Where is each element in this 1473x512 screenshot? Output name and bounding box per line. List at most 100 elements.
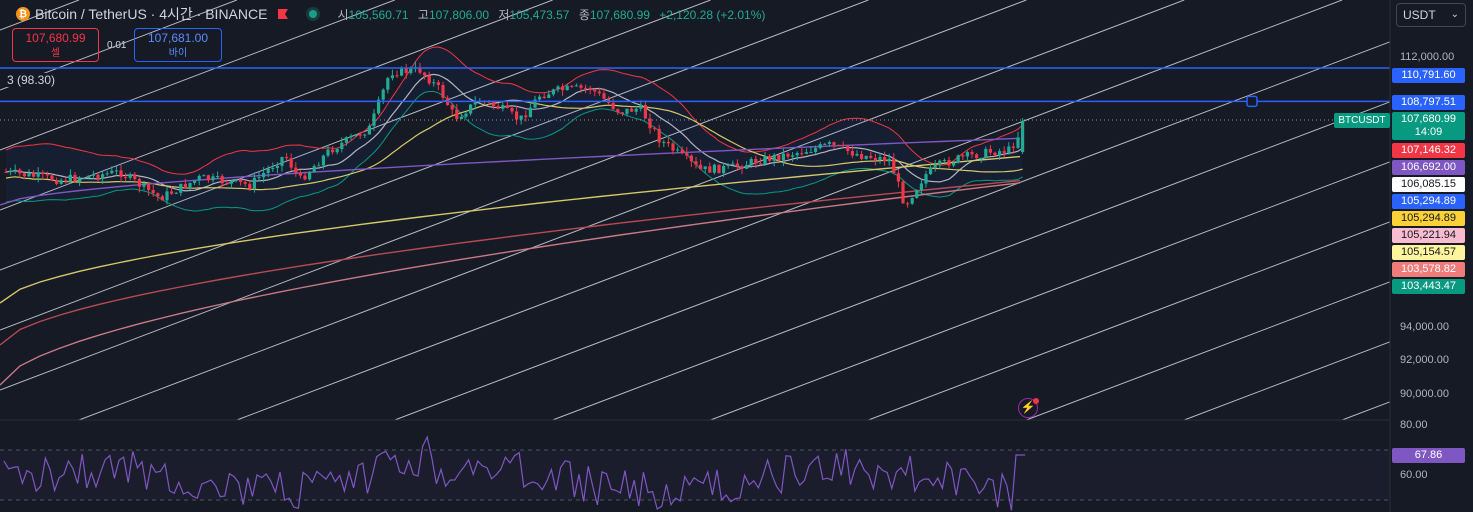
candle-body <box>432 82 436 84</box>
candle-body <box>156 193 160 197</box>
candle-body <box>271 168 275 170</box>
candle-body <box>354 134 358 137</box>
change-value: +2,120.28 (+2.01%) <box>659 7 766 22</box>
candle-body <box>220 176 224 184</box>
candle-body <box>404 67 408 73</box>
sell-label: 셀 <box>50 48 61 59</box>
candle-body <box>275 165 279 169</box>
candle-body <box>565 85 569 91</box>
ma-yellow-long-line <box>0 155 1021 304</box>
candle-body <box>239 179 243 182</box>
symbol-title[interactable]: Bitcoin / TetherUS · 4시간 · BINANCE <box>35 6 268 22</box>
price-tick: 90,000.00 <box>1400 388 1449 400</box>
candle-body <box>781 153 785 161</box>
currency-select[interactable]: USDT ⌄ <box>1396 3 1466 27</box>
high-label: 고 <box>417 7 429 22</box>
channel-level-tag[interactable]: 3 (98.30) <box>4 73 59 87</box>
candle-body <box>64 180 68 182</box>
candle-body <box>87 175 91 179</box>
lightning-icon[interactable]: ⚡ <box>1018 398 1038 418</box>
candle-body <box>883 157 887 162</box>
candle-body <box>837 144 841 146</box>
candle-body <box>887 158 891 162</box>
candle-body <box>542 96 546 98</box>
candle-body <box>772 154 776 161</box>
candle-body <box>804 152 808 154</box>
candle-body <box>409 68 413 73</box>
candle-body <box>570 85 574 87</box>
candle-body <box>634 108 638 112</box>
candle-body <box>528 107 532 118</box>
candle-body <box>188 182 192 189</box>
candle-body <box>938 160 942 165</box>
candle-body <box>832 142 836 145</box>
current-price-badge: 107,680.99 14:09 <box>1392 112 1465 140</box>
low-label: 저 <box>498 7 510 22</box>
channel-line <box>1184 341 1391 421</box>
candle-body <box>170 191 174 194</box>
currency-label: USDT <box>1403 8 1436 22</box>
bollinger-bands <box>5 46 1023 212</box>
price-badge: 105,154.57 <box>1392 245 1465 260</box>
candle-body <box>749 159 753 166</box>
candle-body <box>998 151 1002 156</box>
candle-body <box>556 86 560 90</box>
candle-body <box>818 144 822 149</box>
candle-body <box>4 172 8 173</box>
candle-body <box>266 168 270 173</box>
candle-body <box>901 181 905 204</box>
candle-body <box>377 99 381 114</box>
candle-body <box>823 143 827 145</box>
flag-icon[interactable] <box>277 8 289 20</box>
sell-button[interactable]: 107,680.99 셀 <box>12 28 99 62</box>
candle-body <box>726 164 730 166</box>
channel-line <box>868 221 1391 421</box>
low-value: 105,473.57 <box>509 7 570 22</box>
bb-upper-line <box>5 46 1023 175</box>
ma-purple-line <box>0 137 1021 206</box>
candle-body <box>873 158 877 161</box>
close-label: 종 <box>578 7 590 22</box>
candle-body <box>317 165 321 167</box>
horizontal-levels <box>0 67 1390 108</box>
candle-body <box>27 173 31 177</box>
candle-body <box>547 94 551 98</box>
candle-body <box>864 155 868 159</box>
price-tick: 94,000.00 <box>1400 321 1449 333</box>
candle-body <box>257 177 261 179</box>
candle-body <box>96 174 100 180</box>
candle-body <box>735 163 739 167</box>
candle-body <box>455 109 459 119</box>
rsi-pane <box>0 435 1390 511</box>
candle-body <box>335 149 339 153</box>
candle-body <box>22 173 26 177</box>
rsi-tick: 80.00 <box>1400 419 1428 431</box>
candle-body <box>133 174 137 180</box>
candle-body <box>795 153 799 156</box>
candle-body <box>593 89 597 92</box>
symbol-header: ₿ Bitcoin / TetherUS · 4시간 · BINANCE 시10… <box>0 0 1390 28</box>
candle-body <box>657 128 661 143</box>
candle-body <box>965 152 969 157</box>
candle-body <box>947 160 951 166</box>
candle-body <box>174 192 178 194</box>
rsi-value-badge: 67.86 <box>1392 448 1465 463</box>
candle-body <box>469 104 473 114</box>
price-tick: 92,000.00 <box>1400 354 1449 366</box>
candle-body <box>82 178 86 180</box>
candlesticks <box>4 61 1025 208</box>
price-badge: 106,692.00 <box>1392 160 1465 175</box>
price-badge: 107,146.32 <box>1392 143 1465 158</box>
candle-body <box>142 183 146 187</box>
level-handle <box>1246 95 1258 108</box>
market-status-icon <box>309 10 318 18</box>
candle-body <box>579 85 583 88</box>
price-badge: 103,578.82 <box>1392 262 1465 277</box>
candle-body <box>510 107 514 112</box>
buy-button[interactable]: 107,681.00 바이 <box>134 28 222 62</box>
open-value: 105,560.71 <box>348 7 409 22</box>
candle-body <box>662 142 666 144</box>
rsi-tick: 60.00 <box>1400 469 1428 481</box>
candle-body <box>363 134 367 136</box>
